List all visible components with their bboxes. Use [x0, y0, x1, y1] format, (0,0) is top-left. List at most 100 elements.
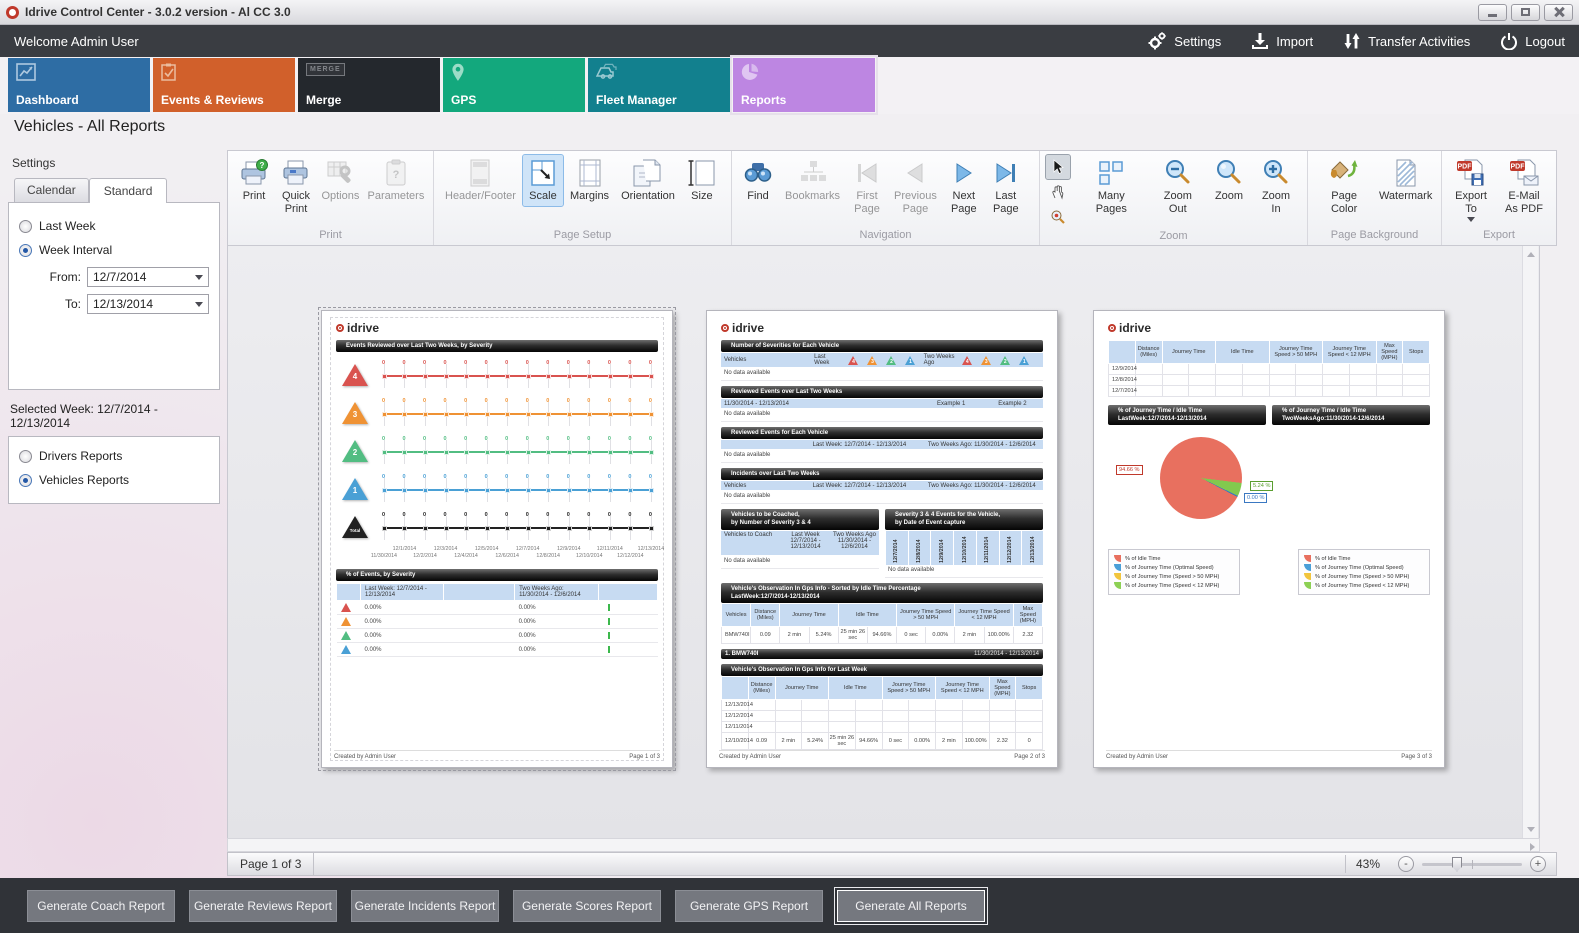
tab-standard[interactable]: Standard [88, 178, 168, 203]
button-label: Find [747, 190, 769, 202]
tab-dashboard[interactable]: Dashboard [8, 58, 150, 112]
zoom-out-button-status[interactable]: - [1398, 856, 1414, 872]
tab-calendar[interactable]: Calendar [14, 178, 89, 202]
radio-icon [19, 219, 32, 233]
transfer-icon [1344, 33, 1360, 49]
severity-percent-table: Last Week: 12/7/2014 - 12/13/2014 Two We… [336, 583, 659, 658]
button-label: Margins [569, 190, 610, 202]
binoculars-icon [744, 163, 772, 182]
scale-button[interactable]: Scale [521, 154, 564, 207]
to-date-select[interactable]: 12/13/2014 [87, 294, 209, 314]
radio-last-week[interactable]: Last Week [19, 219, 209, 233]
button-label: Orientation [621, 190, 675, 202]
logout-button[interactable]: Logout [1500, 32, 1565, 50]
first-page-button: First Page [847, 155, 887, 218]
margins-button[interactable]: Margins [565, 155, 614, 206]
page-color-icon [1331, 160, 1358, 179]
table-row: 0.00% 0.00% [336, 628, 658, 644]
magnifier-small-icon [1051, 210, 1065, 224]
size-button[interactable]: Size [682, 155, 722, 206]
button-label: Parameters [367, 190, 425, 202]
zoom-region-tool[interactable] [1046, 205, 1070, 229]
radio-icon [19, 243, 32, 257]
table-row: 12/9/2014 [1108, 363, 1430, 375]
zoom-in-button[interactable]: Zoom In [1251, 155, 1301, 218]
report-footer: Created by Admin User Page 1 of 3 [334, 750, 660, 760]
week-selection-panel: Last Week Week Interval From: 12/7/2014 … [8, 202, 220, 390]
orientation-button[interactable]: Orientation [616, 155, 680, 206]
tab-merge[interactable]: MERGE Merge [298, 58, 440, 112]
generate-reviews-report-button[interactable]: Generate Reviews Report [189, 889, 337, 922]
vertical-scrollbar[interactable] [1522, 246, 1538, 838]
vertical-dates-row: 12/7/2014 12/8/2014 12/9/2014 12/10/2014 12/… [885, 529, 1043, 565]
horizontal-scrollbar[interactable] [227, 838, 1540, 852]
header-footer-icon [470, 159, 490, 187]
import-button[interactable]: Import [1251, 32, 1313, 50]
report-page-3[interactable]: idrive Distance (Miles) Journey Time Idle … [1093, 310, 1445, 768]
settings-button[interactable]: Settings [1147, 32, 1221, 50]
margins-icon [579, 159, 600, 187]
vehicles-to-coach-section: Vehicles to be Coached, by Number of Seve… [721, 509, 879, 577]
generate-coach-report-button[interactable]: Generate Coach Report [27, 889, 175, 922]
group-label-print: Print [319, 229, 342, 241]
close-button[interactable] [1544, 3, 1573, 21]
generate-gps-report-button[interactable]: Generate GPS Report [675, 889, 823, 922]
severity-events-by-date-section: Severity 3 & 4 Events for the Vehicle, by… [885, 509, 1043, 578]
generate-scores-report-button[interactable]: Generate Scores Report [513, 889, 661, 922]
watermark-button[interactable]: Watermark [1376, 155, 1435, 206]
zoom-button[interactable]: Zoom [1209, 155, 1249, 206]
svg-text:PDF: PDF [1458, 164, 1473, 171]
map-pin-icon [452, 63, 464, 81]
generate-incidents-report-button[interactable]: Generate Incidents Report [351, 889, 499, 922]
zoom-slider[interactable] [1422, 856, 1522, 872]
svg-text:?: ? [260, 161, 265, 170]
radio-week-interval[interactable]: Week Interval [19, 243, 209, 257]
minimize-button[interactable] [1478, 3, 1507, 21]
button-label: Zoom In [1261, 190, 1291, 215]
zoom-slider-thumb[interactable] [1452, 856, 1462, 872]
export-to-button[interactable]: PDF Export To [1450, 155, 1492, 225]
tab-reports[interactable]: Reports [730, 55, 878, 115]
tab-events-reviews[interactable]: Events & Reviews [153, 58, 295, 112]
quick-print-button[interactable]: Quick Print [276, 155, 316, 218]
fleet-cars-icon [596, 63, 617, 79]
zoom-in-button-status[interactable]: + [1530, 856, 1546, 872]
legend-item: % of Journey Time (Speed < 12 MPH) [1304, 582, 1424, 590]
hand-tool[interactable] [1046, 180, 1070, 204]
report-page-2[interactable]: idrive Number of Severities for Each Veh… [706, 310, 1058, 768]
from-date-select[interactable]: 12/7/2014 [87, 267, 209, 287]
generate-all-reports-button[interactable]: Generate All Reports [834, 886, 988, 925]
print-button[interactable]: ? Print [234, 155, 274, 206]
table-row: 12/12/2014 [721, 709, 1043, 722]
find-button[interactable]: Find [738, 155, 778, 206]
welcome-bar: Welcome Admin User Settings Import Trans… [0, 25, 1579, 57]
scroll-down-icon[interactable] [1527, 827, 1535, 832]
email-as-pdf-button[interactable]: PDF E-Mail As PDF [1500, 155, 1548, 218]
report-type-panel: Drivers Reports Vehicles Reports [8, 436, 220, 504]
scroll-up-icon[interactable] [1527, 252, 1535, 257]
last-page-icon [996, 163, 1015, 183]
zoom-out-button[interactable]: Zoom Out [1149, 155, 1207, 218]
previous-page-icon [907, 163, 923, 183]
pointer-tool[interactable] [1045, 154, 1071, 180]
bookmarks-button: Bookmarks [780, 155, 845, 206]
radio-vehicles-reports[interactable]: Vehicles Reports [19, 473, 209, 487]
transfer-activities-button[interactable]: Transfer Activities [1343, 32, 1470, 50]
tab-gps[interactable]: GPS [443, 58, 585, 112]
page-color-button[interactable]: Page Color [1314, 155, 1374, 218]
zoom-in-icon [1264, 160, 1288, 184]
last-page-button[interactable]: Last Page [986, 155, 1026, 218]
power-icon [1501, 33, 1518, 50]
radio-drivers-reports[interactable]: Drivers Reports [19, 449, 209, 463]
report-page-1[interactable]: idrive Events Reviewed over Last Two Wee… [318, 307, 676, 771]
tab-fleet-manager[interactable]: Fleet Manager [588, 58, 730, 112]
pie-legend-two-weeks: % of Idle Time% of Journey Time (Optimal… [1298, 549, 1430, 596]
many-pages-button[interactable]: Many Pages [1076, 155, 1147, 218]
options-icon [327, 161, 351, 183]
maximize-button[interactable] [1511, 3, 1540, 21]
export-pdf-icon: PDF [1457, 159, 1484, 186]
next-page-button[interactable]: Next Page [944, 155, 984, 218]
scroll-right-icon[interactable] [1530, 843, 1535, 851]
